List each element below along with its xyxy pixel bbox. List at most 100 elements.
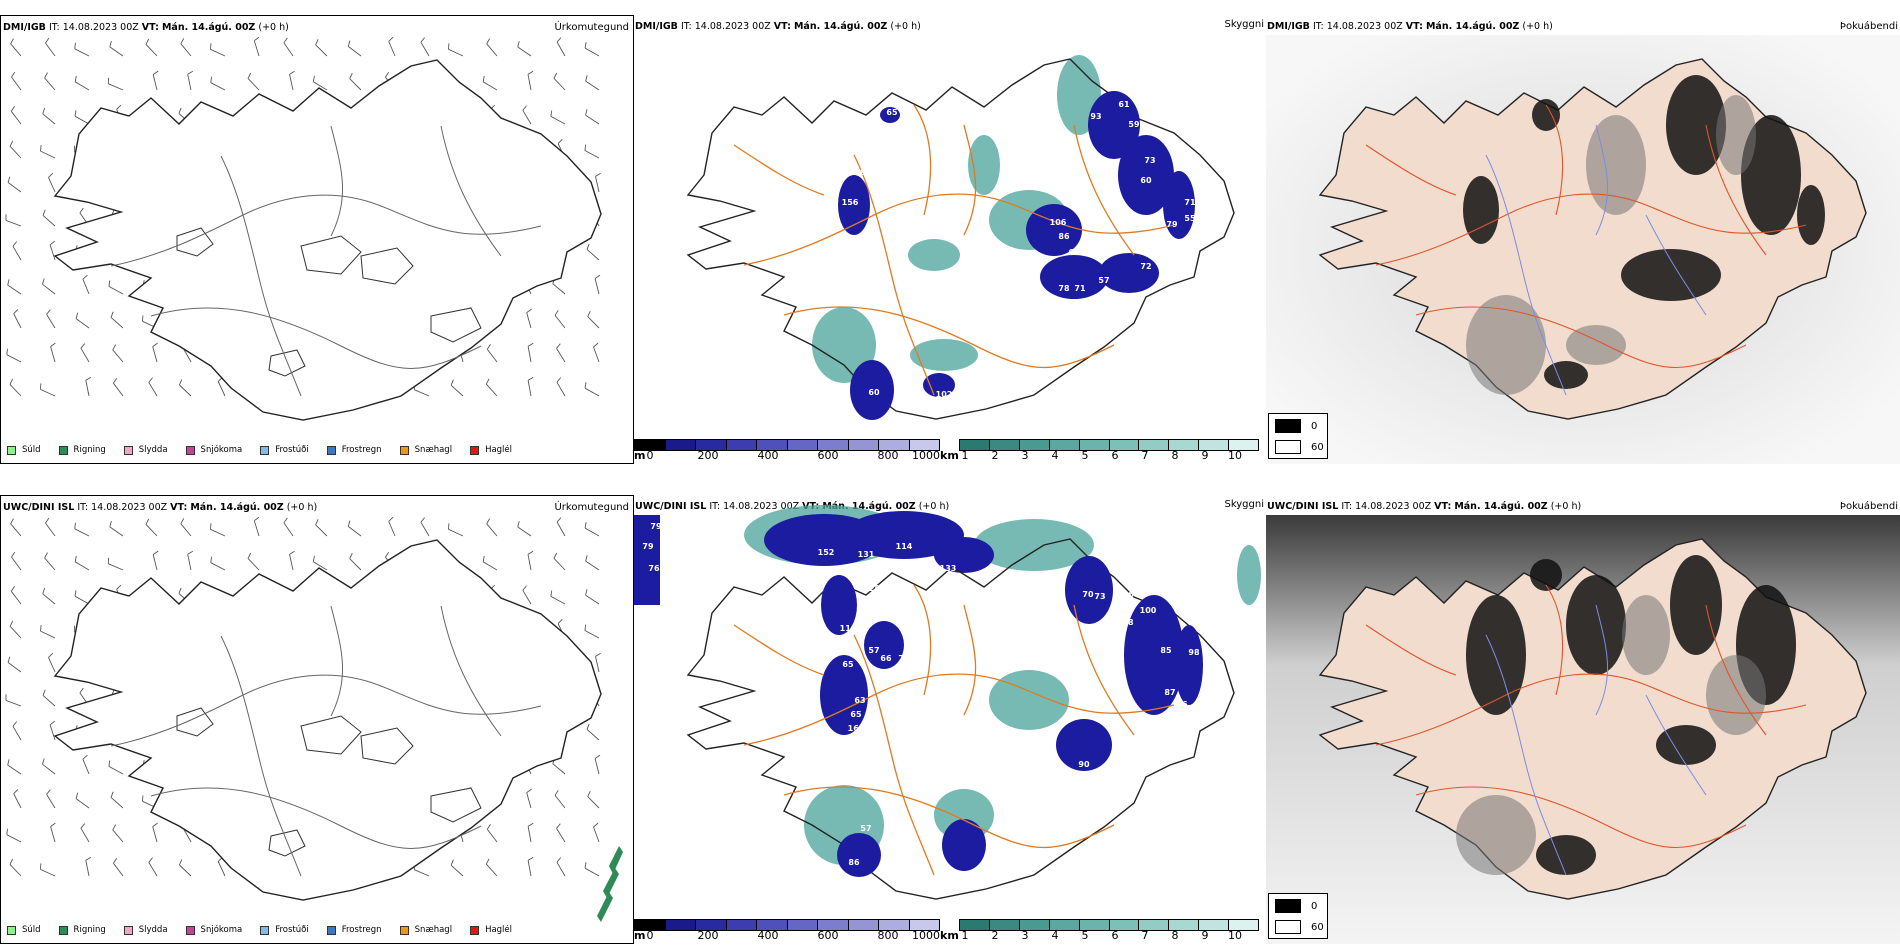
wind-barb-feather (50, 822, 56, 827)
wind-barb (109, 46, 124, 57)
legend-item: Snæhagl (399, 925, 452, 935)
wind-barb-feather (557, 138, 563, 144)
wind-barb (187, 554, 192, 571)
wind-barb-feather (485, 858, 490, 865)
wind-barb (586, 249, 600, 261)
roads (110, 125, 542, 397)
wind-barb-feather (7, 656, 11, 663)
wind-barb (554, 315, 566, 329)
wind-barb-feather (553, 72, 558, 79)
wind-barb (587, 316, 600, 329)
wind-barb (182, 347, 192, 363)
visibility-value-label: 71 (1184, 198, 1196, 207)
wind-barb-feather (557, 618, 563, 624)
wind-barb-feather (283, 517, 288, 524)
iceland-coastline (686, 58, 1235, 420)
wind-barb-feather (46, 309, 51, 315)
wind-barb (5, 699, 22, 707)
wind-barb-feather (152, 550, 159, 555)
roads (1365, 584, 1807, 848)
wind-barb (485, 383, 498, 397)
wind-barb (485, 863, 498, 877)
wind-barb-feather (74, 110, 77, 117)
wind-barb (110, 797, 124, 809)
wind-barb-feather (482, 555, 485, 562)
wind-barb-feather (44, 552, 48, 559)
wind-barb-feather (450, 379, 454, 386)
wind-barb-feather (10, 518, 14, 525)
wind-barb-feather (12, 721, 18, 727)
wind-barb (556, 828, 566, 843)
wind-barb-feather (347, 40, 351, 47)
legend-swatch (58, 925, 68, 935)
legend-item: 60 (1275, 440, 1324, 454)
wind-barb-feather (9, 378, 14, 385)
visibility-value-label: 55 (874, 194, 886, 203)
wind-barb (448, 48, 464, 57)
wind-barb-feather (113, 377, 118, 384)
wind-barb-feather (526, 788, 532, 793)
wind-barb (210, 82, 226, 91)
wind-barb-feather (41, 278, 45, 285)
wind-barb-feather (595, 172, 601, 177)
wind-barb-feather (75, 792, 79, 799)
wind-barb (74, 48, 90, 57)
visibility-value-label: 55 (1184, 214, 1196, 223)
wind-barb (187, 74, 192, 91)
legend-item: Snjókoma (185, 445, 242, 455)
visibility-value-label: 78 (1058, 284, 1070, 293)
wind-barb-feather (586, 723, 590, 730)
wind-barb-feather (388, 516, 394, 522)
wind-barb (152, 346, 158, 363)
wind-barb (75, 318, 90, 329)
wind-barb (108, 766, 124, 775)
wind-barb (179, 864, 192, 877)
wind-barb-feather (80, 823, 86, 829)
legend-swatch (260, 925, 270, 935)
wind-barb (585, 594, 600, 605)
iceland-fog-map (1266, 515, 1900, 944)
wind-barb-feather (112, 344, 117, 351)
wind-barb (553, 557, 566, 571)
wind-barb-feather (9, 620, 14, 627)
wind-barb-feather (79, 207, 84, 214)
roads (110, 605, 542, 877)
wind-barb (420, 521, 430, 537)
wind-barb-feather (148, 857, 153, 863)
visibility-value-label: 152 (818, 548, 835, 557)
wind-barb (46, 314, 56, 329)
wind-barb (527, 826, 532, 843)
wind-barb (82, 279, 90, 295)
visibility-value-label: 61 (1118, 100, 1130, 109)
wind-barb-feather (593, 342, 599, 348)
visibility-value-label: 66 (1128, 590, 1140, 599)
wind-barb (482, 81, 498, 91)
wind-barb (152, 826, 158, 843)
wind-barb (414, 389, 430, 397)
model-name: UWC/DINI ISL (3, 502, 75, 513)
legend-swatch (7, 445, 16, 455)
wind-barb (210, 48, 226, 57)
wind-barb-feather (13, 309, 19, 315)
wind-barb (527, 380, 532, 397)
wind-barb-feather (210, 43, 212, 50)
wind-barb-feather (587, 311, 591, 317)
wind-barb (217, 381, 226, 397)
wind-barb-feather (41, 758, 45, 765)
wind-barb-feather (74, 75, 77, 82)
iceland-land (1318, 538, 1867, 900)
visibility-value-label: 93 (1090, 112, 1101, 121)
wind-barb (152, 74, 158, 91)
visibility-value-label: 110 (840, 624, 857, 633)
wind-barb (45, 522, 56, 537)
wind-barb (40, 868, 56, 877)
wind-barb (486, 43, 498, 57)
wind-barb-feather (11, 551, 16, 558)
visibility-value-label: 129 (864, 584, 881, 593)
wind-barb-feather (210, 76, 212, 83)
wind-barb-feather (517, 41, 520, 48)
wind-barb (49, 724, 56, 741)
wind-barb (7, 662, 22, 673)
wind-barb (585, 80, 600, 91)
